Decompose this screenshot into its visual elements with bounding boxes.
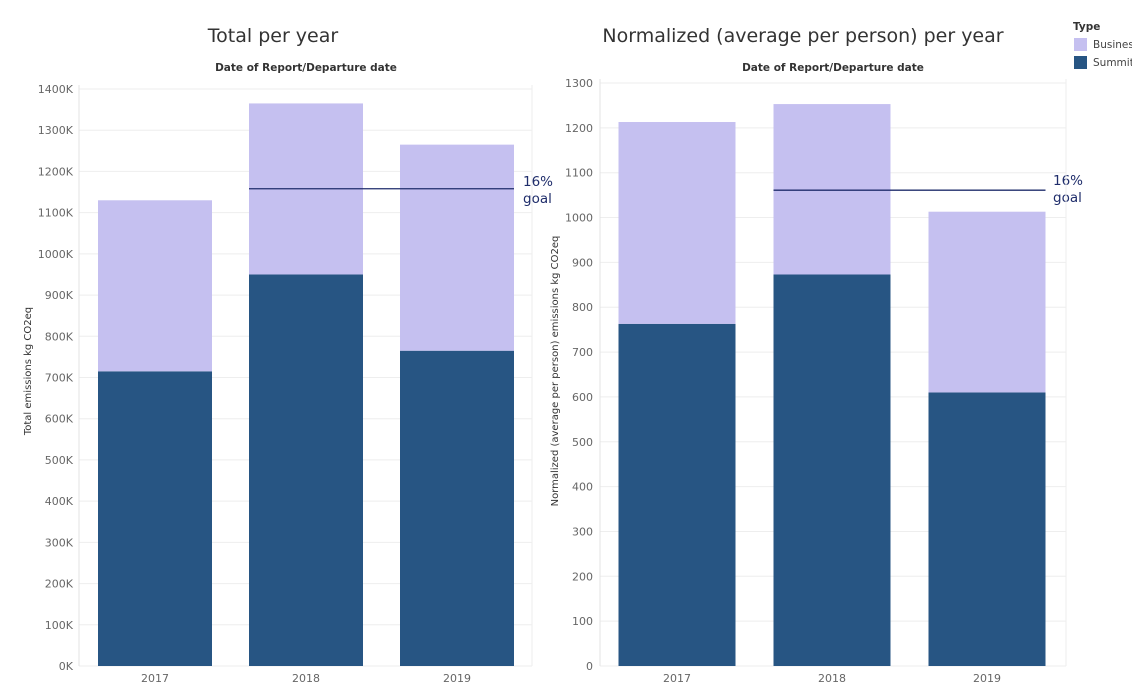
y-tick-label: 1100 <box>565 167 593 180</box>
goal-label-line2: goal <box>1053 190 1082 206</box>
bar-busines-2019 <box>400 144 514 351</box>
y-tick-label: 200 <box>572 570 593 583</box>
bar-summit-2017 <box>98 371 212 666</box>
y-tick-label: 1300 <box>565 77 593 90</box>
y-tick-label: 600K <box>45 413 74 426</box>
bar-summit-2019 <box>928 392 1046 666</box>
bar-summit-2019 <box>400 350 514 666</box>
y-tick-label: 0K <box>59 660 74 673</box>
bar-busines-2018 <box>773 104 891 275</box>
bar-busines-2019 <box>928 211 1046 393</box>
y-tick-label: 300K <box>45 536 74 549</box>
y-tick-label: 400K <box>45 495 74 508</box>
y-tick-label: 700K <box>45 372 74 385</box>
y-tick-label: 400 <box>572 481 593 494</box>
legend-label-busines: Busines <box>1093 39 1132 51</box>
goal-label-line2: goal <box>523 191 552 207</box>
bar-summit-2017 <box>618 323 736 666</box>
y-tick-label: 300 <box>572 525 593 538</box>
legend-title: Type <box>1073 21 1100 33</box>
y-axis-label: Total emissions kg CO2eq <box>23 307 34 436</box>
x-tick-label: 2017 <box>663 672 691 682</box>
panel-total-per-year: Total per year Date of Report/Departure … <box>23 25 553 682</box>
chart-subtitle: Date of Report/Departure date <box>215 62 397 74</box>
y-tick-label: 1000 <box>565 212 593 225</box>
bar-busines-2017 <box>98 200 212 372</box>
chart-title: Total per year <box>207 25 339 47</box>
bar-summit-2018 <box>773 274 891 666</box>
y-tick-label: 800 <box>572 301 593 314</box>
y-tick-label: 200K <box>45 578 74 591</box>
y-tick-label: 1400K <box>38 83 74 96</box>
x-axis-ticks: 2017 2018 2019 <box>663 672 1001 682</box>
bar-summit-2018 <box>249 274 363 666</box>
y-tick-label: 800K <box>45 330 74 343</box>
bar-busines-2017 <box>618 122 736 324</box>
y-axis-label: Normalized (average per person) emission… <box>550 236 561 507</box>
chart-subtitle: Date of Report/Departure date <box>742 62 924 74</box>
x-tick-label: 2018 <box>818 672 846 682</box>
y-axis-ticks: 0K 100K 200K 300K 400K 500K 600K 700K 800K 900K 10… <box>38 83 74 673</box>
y-tick-label: 1100K <box>38 207 74 220</box>
legend-swatch-busines <box>1074 38 1087 51</box>
x-tick-label: 2018 <box>292 672 320 682</box>
x-tick-label: 2019 <box>443 672 471 682</box>
x-tick-label: 2019 <box>973 672 1001 682</box>
y-tick-label: 100K <box>45 619 74 632</box>
x-tick-label: 2017 <box>141 672 169 682</box>
y-tick-label: 700 <box>572 346 593 359</box>
y-tick-label: 0 <box>586 660 593 673</box>
legend-swatch-summit <box>1074 56 1087 69</box>
y-tick-label: 900 <box>572 256 593 269</box>
y-tick-label: 1200K <box>38 165 74 178</box>
y-tick-label: 500K <box>45 454 74 467</box>
y-tick-label: 900K <box>45 289 74 302</box>
legend-label-summit: Summit <box>1093 57 1132 69</box>
panel-normalized-per-year: Normalized (average per person) per year… <box>550 25 1083 682</box>
goal-label-line1: 16% <box>1053 173 1083 189</box>
legend: Type Busines Summit <box>1073 21 1132 69</box>
y-tick-label: 500 <box>572 436 593 449</box>
bars <box>98 103 514 666</box>
y-tick-label: 1200 <box>565 122 593 135</box>
y-tick-label: 100 <box>572 615 593 628</box>
y-tick-label: 1300K <box>38 124 74 137</box>
x-axis-ticks: 2017 2018 2019 <box>141 672 471 682</box>
goal-label-line1: 16% <box>523 174 553 190</box>
y-axis-ticks: 0 100 200 300 400 500 600 700 800 900 1000 1100 1200… <box>565 77 593 673</box>
y-tick-label: 1000K <box>38 248 74 261</box>
y-tick-label: 600 <box>572 391 593 404</box>
bars <box>618 104 1046 666</box>
chart-title: Normalized (average per person) per year <box>602 25 1003 47</box>
